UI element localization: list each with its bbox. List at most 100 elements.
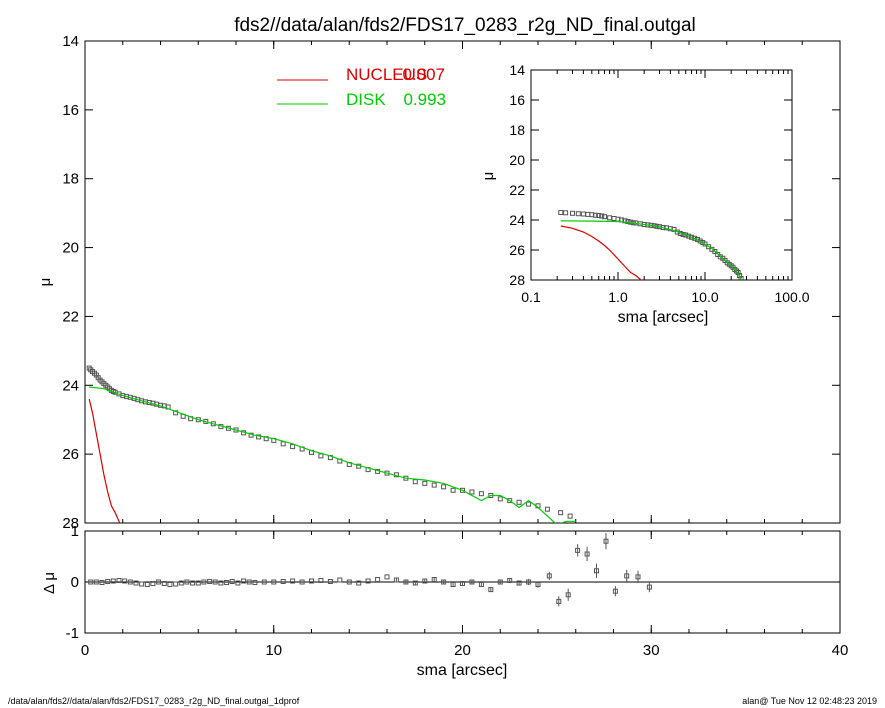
- main-data-point: [431, 482, 437, 488]
- residual-data-point: [565, 592, 571, 598]
- main-data-point: [256, 434, 262, 440]
- main-data-point: [460, 487, 465, 493]
- residual-data-point: [207, 579, 213, 584]
- residual-data-point: [365, 578, 371, 584]
- inset-y-tick-label: 24: [509, 212, 525, 228]
- inset-x-tick-label: 1.0: [608, 289, 628, 305]
- footer-timestamp: alan@ Tue Nov 12 02:48:23 2019: [742, 696, 877, 706]
- inset-y-tick-label: 28: [509, 272, 525, 288]
- figure-title: fds2//data/alan/fds2/FDS17_0283_r2g_ND_f…: [234, 15, 696, 36]
- residual-x-tick-label: 40: [832, 642, 849, 659]
- inset-log-panel: 14 16 18 20 22 24 26 28 0.1 1.0 10.0 100.0 μ sma […: [480, 62, 810, 326]
- residual-data-point: [127, 579, 133, 585]
- residual-y-tick-label: 0: [71, 574, 79, 591]
- inset-x-tick-label: 100.0: [774, 289, 809, 305]
- inset-x-tick-label: 10.0: [691, 289, 718, 305]
- inset-data-point: [558, 210, 564, 215]
- residual-data-point: [116, 578, 122, 583]
- main-y-ticks: 14 16 18 20 22 24 26 28: [62, 33, 840, 532]
- residual-data-point: [603, 538, 609, 544]
- main-data-point: [558, 510, 564, 516]
- residual-data-point: [575, 547, 581, 553]
- residual-series-group: [85, 533, 840, 607]
- residual-data-point: [184, 579, 190, 585]
- residual-y-tick-label: 1: [71, 523, 79, 540]
- residual-x-tick-label: 20: [454, 642, 471, 659]
- main-nucleus-line: [88, 398, 121, 523]
- residual-x-tick-label: 0: [81, 642, 89, 659]
- residual-data-point: [612, 588, 618, 594]
- residual-data-point: [167, 582, 173, 587]
- inset-data-point: [563, 210, 569, 216]
- residual-data-point: [594, 568, 599, 574]
- residual-data-point: [478, 582, 484, 587]
- inset-data-point: [575, 211, 581, 217]
- main-y-tick-label: 14: [62, 33, 79, 50]
- main-data-point: [450, 487, 456, 493]
- main-data-point: [441, 484, 447, 490]
- residual-data-point: [346, 579, 352, 585]
- residual-data-point: [144, 582, 150, 587]
- residual-data-point: [497, 579, 503, 585]
- inset-y-tick-label: 14: [509, 62, 525, 78]
- residual-data-point: [252, 580, 258, 585]
- main-y-tick-label: 22: [62, 308, 79, 325]
- main-y-tick-label: 18: [62, 171, 79, 188]
- residual-data-point: [526, 579, 532, 585]
- residual-data-point: [337, 577, 343, 583]
- residual-data-point: [356, 580, 362, 586]
- residual-data-point: [646, 584, 652, 590]
- residual-data-point: [133, 580, 139, 586]
- legend-disk-label: DISK: [346, 90, 386, 109]
- legend-nucleus-value: 0.007: [402, 65, 445, 84]
- residual-data-point: [99, 580, 105, 585]
- legend-nucleus-label: NUCLEUS: [346, 65, 427, 84]
- residual-data-point: [507, 578, 513, 583]
- inset-data-point: [592, 212, 598, 218]
- residual-data-point: [384, 574, 390, 580]
- residual-data-point: [441, 579, 447, 585]
- main-data-point: [412, 479, 418, 485]
- inset-data-point: [689, 234, 694, 240]
- residual-data-point: [88, 579, 94, 585]
- inset-data-point: [602, 214, 607, 220]
- main-data-point: [526, 501, 532, 507]
- inset-x-axis-label: sma [arcsec]: [618, 309, 709, 326]
- residual-data-point: [431, 577, 437, 582]
- inset-data-point: [671, 226, 677, 232]
- main-y-tick-label: 28: [62, 515, 79, 532]
- inset-data-point: [570, 210, 575, 216]
- main-data-point: [516, 499, 522, 505]
- main-data-point: [497, 496, 503, 502]
- residual-data-point: [241, 578, 247, 584]
- inset-data-point: [706, 244, 712, 250]
- residual-data-point: [212, 579, 218, 585]
- main-disk-line: [89, 386, 576, 523]
- residual-data-point: [403, 579, 409, 585]
- residual-data-point: [190, 580, 196, 586]
- main-data-point: [544, 506, 550, 512]
- main-data-point: [469, 489, 475, 495]
- residual-data-point: [556, 598, 562, 604]
- main-data-point: [507, 498, 513, 504]
- residual-data-point: [327, 579, 333, 584]
- inset-y-axis-label: μ: [480, 172, 497, 181]
- residual-x-tick-label: 10: [265, 642, 282, 659]
- inset-x-tick-label: 0.1: [521, 289, 541, 305]
- residual-data-point: [516, 580, 522, 586]
- inset-y-tick-label: 20: [509, 152, 525, 168]
- residual-data-point: [235, 580, 241, 586]
- inset-x-ticks: 0.1 1.0 10.0 100.0: [521, 70, 810, 305]
- residual-data-point: [318, 578, 324, 583]
- main-data-point: [290, 444, 296, 450]
- inset-data-point: [712, 249, 718, 254]
- residual-data-point: [546, 573, 552, 579]
- residual-data-point: [488, 587, 494, 593]
- residual-data-point: [218, 580, 224, 586]
- main-data-point: [422, 480, 428, 486]
- residual-y-axis-label: Δ μ: [41, 572, 58, 594]
- main-data-point: [478, 491, 484, 497]
- inset-data-point: [738, 276, 744, 280]
